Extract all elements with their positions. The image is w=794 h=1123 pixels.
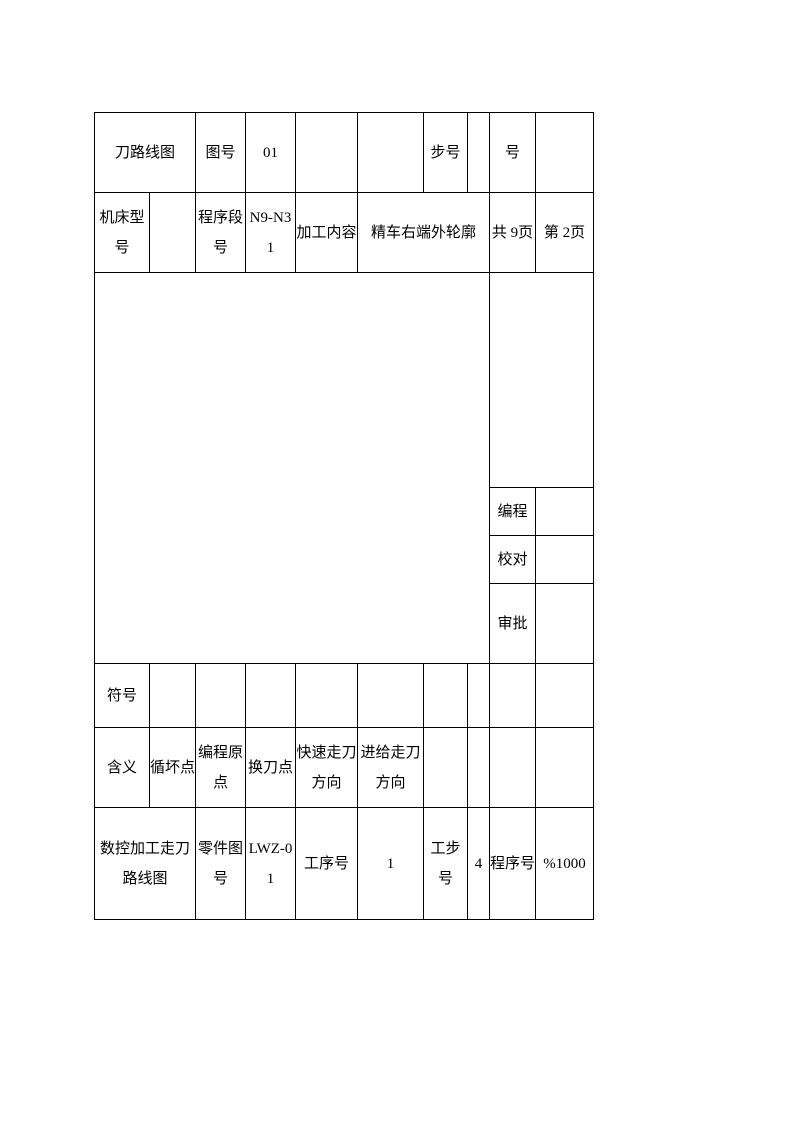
toolpath-diagram-label: 刀路线图 [95,113,196,193]
meaning-c8 [468,728,490,808]
cnc-routing-table: 刀路线图 图号 01 步号 号 机床型号 程序段号 N9-N31 加工内容 精车… [94,112,594,920]
meaning-prog-origin: 编程原点 [196,728,246,808]
meaning-c9 [490,728,536,808]
hao-label: 号 [490,113,536,193]
symbol-c10 [536,664,594,728]
drawing-no-label: 图号 [196,113,246,193]
total-pages: 共 9页 [490,193,536,273]
blank-top-right [490,273,594,488]
symbol-c7 [424,664,468,728]
part-drawing-no-label: 零件图号 [196,808,246,920]
machine-model-label: 机床型号 [95,193,150,273]
symbol-c5 [296,664,358,728]
meaning-rapid-dir: 快速走刀方向 [296,728,358,808]
machining-content-label: 加工内容 [296,193,358,273]
bottom-title: 数控加工走刀路线图 [95,808,196,920]
cell-r1-10 [536,113,594,193]
cell-r1-5 [296,113,358,193]
proofread-label: 校对 [490,536,536,584]
symbol-label: 符号 [95,664,150,728]
drawing-area [95,273,490,664]
work-step-no-value: 4 [468,808,490,920]
approval-value [536,584,594,664]
cell-r1-8 [468,113,490,193]
current-page: 第 2页 [536,193,594,273]
symbol-c4 [246,664,296,728]
programming-value [536,488,594,536]
meaning-c10 [536,728,594,808]
symbol-c2 [150,664,196,728]
symbol-c3 [196,664,246,728]
machining-content-value: 精车右端外轮廓 [358,193,490,273]
meaning-label: 含义 [95,728,150,808]
program-no-label: 程序号 [490,808,536,920]
meaning-tool-change: 换刀点 [246,728,296,808]
approval-label: 审批 [490,584,536,664]
symbol-c8 [468,664,490,728]
program-segment-value: N9-N31 [246,193,296,273]
work-step-no-label: 工步号 [424,808,468,920]
cell-r1-6 [358,113,424,193]
program-segment-label: 程序段号 [196,193,246,273]
drawing-no-value: 01 [246,113,296,193]
symbol-c9 [490,664,536,728]
process-no-label: 工序号 [296,808,358,920]
machine-model-value [150,193,196,273]
program-no-value: %1000 [536,808,594,920]
programming-label: 编程 [490,488,536,536]
meaning-loop-point: 循坏点 [150,728,196,808]
part-drawing-no-value: LWZ-01 [246,808,296,920]
proofread-value [536,536,594,584]
symbol-c6 [358,664,424,728]
step-no-label: 步号 [424,113,468,193]
process-no-value: 1 [358,808,424,920]
meaning-c7 [424,728,468,808]
meaning-feed-dir: 进给走刀方向 [358,728,424,808]
